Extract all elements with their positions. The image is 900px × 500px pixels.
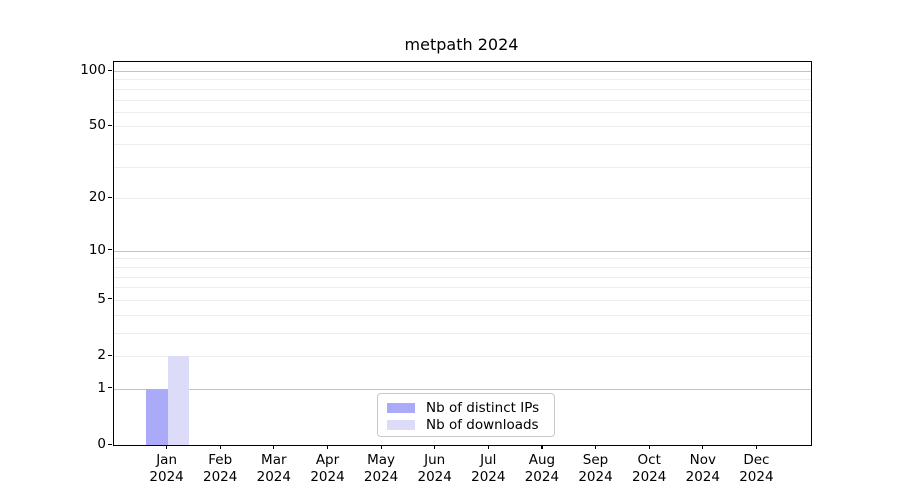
y-tick-label: 20: [88, 189, 106, 206]
x-tick: [434, 445, 436, 450]
y-tick: [108, 196, 112, 198]
chart-title: metpath 2024: [404, 35, 519, 54]
bar-distinct-ips: [146, 388, 168, 445]
x-tick: [487, 445, 489, 450]
minor-gridline: [114, 276, 811, 278]
x-tick: [273, 445, 275, 450]
x-tick-label: Feb 2024: [203, 452, 238, 485]
y-tick: [108, 387, 112, 389]
x-tick-label: May 2024: [363, 452, 399, 485]
minor-gridline: [114, 299, 811, 301]
major-gridline: [114, 250, 811, 252]
y-tick: [108, 69, 112, 71]
x-tick: [327, 445, 329, 450]
x-tick-label: Dec 2024: [739, 452, 774, 485]
y-tick: [108, 124, 112, 127]
y-tick-label: 50: [88, 117, 106, 134]
x-tick: [219, 445, 221, 450]
y-tick-label: 10: [88, 241, 106, 258]
x-tick-label: Jan 2024: [149, 452, 184, 485]
x-tick-label: Sep 2024: [578, 452, 613, 485]
x-tick-label: Jun 2024: [417, 452, 452, 485]
minor-gridline: [114, 314, 811, 316]
x-tick-label: Nov 2024: [685, 452, 720, 485]
x-tick: [595, 445, 597, 450]
x-tick: [755, 445, 758, 450]
minor-gridline: [114, 88, 811, 90]
bar-downloads: [167, 356, 189, 445]
minor-gridline: [114, 144, 811, 146]
minor-gridline: [114, 258, 811, 260]
minor-gridline: [114, 287, 811, 289]
minor-gridline: [114, 332, 811, 334]
y-tick-label: 1: [97, 379, 106, 396]
minor-gridline: [114, 198, 811, 200]
legend: Nb of distinct IPs Nb of downloads: [377, 393, 555, 437]
x-tick: [702, 445, 704, 450]
legend-swatch-distinct-ips: [387, 402, 415, 413]
minor-gridline: [114, 356, 811, 357]
x-tick: [648, 445, 650, 450]
legend-label-distinct-ips: Nb of distinct IPs: [426, 399, 540, 416]
x-tick: [541, 445, 543, 450]
x-tick-label: Aug 2024: [524, 452, 560, 485]
y-tick: [108, 298, 112, 300]
x-tick-label: Jul 2024: [471, 452, 506, 485]
major-gridline: [114, 71, 811, 72]
y-tick-label: 0: [97, 436, 106, 452]
x-tick-label: Mar 2024: [256, 452, 291, 485]
y-tick-label: 100: [80, 62, 106, 78]
minor-gridline: [114, 99, 811, 101]
legend-label-downloads: Nb of downloads: [426, 416, 539, 433]
x-tick-label: Apr 2024: [310, 452, 345, 485]
minor-gridline: [114, 126, 811, 128]
legend-row-downloads: Nb of downloads: [387, 416, 545, 433]
y-tick: [108, 443, 112, 445]
x-tick: [166, 445, 168, 450]
minor-gridline: [114, 166, 811, 168]
legend-row-distinct-ips: Nb of distinct IPs: [387, 399, 545, 416]
y-tick: [108, 249, 112, 251]
legend-swatch-downloads: [387, 419, 415, 430]
y-tick-label: 2: [97, 347, 106, 363]
minor-gridline: [114, 111, 811, 113]
minor-gridline: [114, 266, 811, 268]
x-tick-label: Oct 2024: [632, 452, 667, 485]
plot-area: [113, 61, 812, 446]
minor-gridline: [114, 79, 811, 81]
y-tick-label: 5: [97, 290, 106, 307]
x-tick: [380, 445, 382, 450]
y-tick: [108, 354, 112, 356]
major-gridline: [114, 388, 811, 390]
